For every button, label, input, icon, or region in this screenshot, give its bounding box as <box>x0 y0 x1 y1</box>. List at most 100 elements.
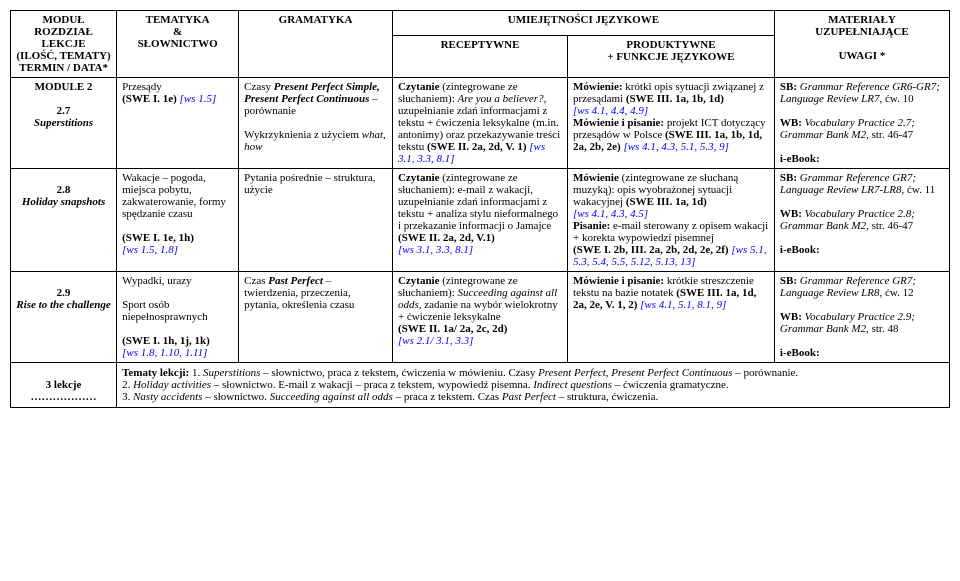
r2-module: 2.8 Holiday snapshots <box>11 169 117 272</box>
r3-g1: Czas <box>244 275 268 287</box>
header-produktywne: PRODUKTYWNE + FUNKCJE JĘZYKOWE <box>568 36 775 78</box>
r2-r1c: (SWE II. 2a, 2d, V.1) <box>398 232 495 244</box>
r2-mat1c: , ćw. 11 <box>902 184 936 196</box>
r3-m2: Rise to the challenge <box>16 299 110 311</box>
h1-l1: MODUŁ <box>42 14 84 26</box>
l-t2c: – słownictwo. E-mail z wakacji – praca z… <box>211 379 533 391</box>
r3-p1a: Mówienie i pisanie: <box>573 275 664 287</box>
r1-r1c: Are you a believer? <box>458 93 544 105</box>
r1-produktywne: Mówienie: krótki opis sytuacji związanej… <box>568 78 775 169</box>
r1-t1: Przesądy <box>122 81 162 93</box>
r1-m3: Superstitions <box>34 117 93 129</box>
r1-r1e: (SWE II. 2a, 2d, V. 1) <box>427 141 529 153</box>
l-t3d: Succeeding against all odds <box>270 391 393 403</box>
r1-module: MODULE 2 2.7 Superstitions <box>11 78 117 169</box>
r1-p1d: [ws 4.1, 4.4, 4.9] <box>573 105 648 117</box>
h6-l1: MATERIAŁY <box>828 14 896 26</box>
r3-r1e: (SWE II. 1a/ 2a, 2c, 2d) <box>398 323 507 335</box>
row-lessons: 3 lekcje ……………… Tematy lekcji: 1. Supers… <box>11 363 950 408</box>
r2-gramatyka: Pytania pośrednie – struktura, użycie <box>239 169 393 272</box>
r1-g1: Czasy <box>244 81 274 93</box>
r2-p1a: Mówienie <box>573 172 619 184</box>
r2-m1: 2.8 <box>57 184 71 196</box>
lessons-topics: Tematy lekcji: 1. Superstitions – słowni… <box>117 363 950 408</box>
l-t2e: – ćwiczenia gramatyczne. <box>612 379 729 391</box>
l-t3c: – słownictwo. <box>202 391 269 403</box>
header-module: MODUŁ ROZDZIAŁ LEKCJE (ILOŚĆ, TEMATY) TE… <box>11 11 117 78</box>
curriculum-table: MODUŁ ROZDZIAŁ LEKCJE (ILOŚĆ, TEMATY) TE… <box>10 10 950 408</box>
r1-gramatyka: Czasy Present Perfect Simple, Present Pe… <box>239 78 393 169</box>
r3-materialy: SB: Grammar Reference GR7; Language Revi… <box>774 272 949 363</box>
r1-p2d: [ws 4.1, 4.3, 5.1, 5.3, 9] <box>623 141 728 153</box>
r2-t1: Wakacje – pogoda, miejsca pobytu, zakwat… <box>122 172 226 220</box>
r3-t3a: (SWE I. 1h, 1j, 1k) <box>122 335 210 347</box>
r1-mat1b: Grammar Reference GR6-GR7; Language Revi… <box>780 81 940 105</box>
r1-tematyka: Przesądy (SWE I. 1e) [ws 1.5] <box>117 78 239 169</box>
l-t1b: Superstitions <box>203 367 260 379</box>
r1-receptywne: Czytanie (zintegrowane ze słuchaniem): A… <box>392 78 567 169</box>
h2-l3: SŁOWNICTWO <box>138 38 218 50</box>
lessons-count: 3 lekcje ……………… <box>11 363 117 408</box>
r3-r1f: [ws 2.1/ 3.1, 3.3] <box>398 335 474 347</box>
r1-mat2a: WB: <box>780 117 802 129</box>
l-l2: ……………… <box>31 391 97 403</box>
r3-receptywne: Czytanie (zintegrowane ze słuchaniem): S… <box>392 272 567 363</box>
header-receptywne: RECEPTYWNE <box>392 36 567 78</box>
r2-m2: Holiday snapshots <box>22 196 105 208</box>
l-t3e: – praca z tekstem. Czas <box>393 391 502 403</box>
r1-p2a: Mówienie i pisanie: <box>573 117 664 129</box>
r3-r1a: Czytanie <box>398 275 440 287</box>
h5-l2: + FUNKCJE JĘZYKOWE <box>607 51 734 63</box>
r2-r1d: [ws 3.1, 3.3, 8.1] <box>398 244 473 256</box>
r2-r1a: Czytanie <box>398 172 440 184</box>
header-gramatyka: GRAMATYKA <box>239 11 393 78</box>
r3-mat3: i-eBook: <box>780 347 820 359</box>
l-l1: 3 lekcje <box>46 379 82 391</box>
l-t1d: Present Perfect, Present Perfect Continu… <box>538 367 732 379</box>
r1-p1c: (SWE III. 1a, 1b, 1d) <box>626 93 724 105</box>
r1-g2: Wykrzyknienia z użyciem <box>244 129 362 141</box>
r2-tematyka: Wakacje – pogoda, miejsca pobytu, zakwat… <box>117 169 239 272</box>
l-t1e: – porównanie. <box>732 367 798 379</box>
r2-produktywne: Mówienie (zintegrowane ze słuchaną muzyk… <box>568 169 775 272</box>
r3-mat2c: , str. 48 <box>866 323 898 335</box>
h4: RECEPTYWNE <box>441 39 520 51</box>
r1-m2: 2.7 <box>57 105 71 117</box>
r1-mat2c: , str. 46-47 <box>866 129 913 141</box>
header-materialy: MATERIAŁY UZUPEŁNIAJĄCE UWAGI * <box>774 11 949 78</box>
h1-l2: ROZDZIAŁ <box>34 26 93 38</box>
r2-mat1b: Grammar Reference GR7; Language Review L… <box>780 172 916 196</box>
r1-t2a: (SWE I. 1e) <box>122 93 179 105</box>
r3-gramatyka: Czas Past Perfect – twierdzenia, przecze… <box>239 272 393 363</box>
r3-m1: 2.9 <box>57 287 71 299</box>
r2-mat1a: SB: <box>780 172 797 184</box>
r3-r1d: , zadanie na wybór wielokrotny + ćwiczen… <box>398 299 558 323</box>
r1-p1a: Mówienie: <box>573 81 622 93</box>
r1-mat1c: , ćw. 10 <box>880 93 914 105</box>
l-t1c: – słownictwo, praca z tekstem, ćwiczenia… <box>260 367 538 379</box>
r2-materialy: SB: Grammar Reference GR7; Language Revi… <box>774 169 949 272</box>
r3-mat1a: SB: <box>780 275 797 287</box>
r2-receptywne: Czytanie (zintegrowane ze słuchaniem): e… <box>392 169 567 272</box>
r2-p1c: (SWE III. 1a, 1d) <box>626 196 707 208</box>
r1-t2b: [ws 1.5] <box>180 93 217 105</box>
r3-module: 2.9 Rise to the challenge <box>11 272 117 363</box>
l-t2b: Holiday activities <box>133 379 211 391</box>
header-row-1: MODUŁ ROZDZIAŁ LEKCJE (ILOŚĆ, TEMATY) TE… <box>11 11 950 36</box>
h5-l1: PRODUKTYWNE <box>626 39 715 51</box>
l-t3g: – struktura, ćwiczenia. <box>556 391 658 403</box>
r3-g1b: Past Perfect <box>268 275 323 287</box>
r1-r1a: Czytanie <box>398 81 440 93</box>
r3-t2: Sport osób niepełnosprawnych <box>122 299 208 323</box>
h45: UMIEJĘTNOŚCI JĘZYKOWE <box>508 14 659 26</box>
r2-mat2c: , str. 46-47 <box>866 220 913 232</box>
h3: GRAMATYKA <box>279 14 353 26</box>
h6-l2: UZUPEŁNIAJĄCE <box>815 26 909 38</box>
r3-t3b: [ws 1.8, 1.10, 1.11] <box>122 347 207 359</box>
h6-l3: UWAGI * <box>839 50 886 62</box>
r2-p2a: Pisanie: <box>573 220 610 232</box>
r3-produktywne: Mówienie i pisanie: krótkie streszczenie… <box>568 272 775 363</box>
r3-mat1c: , ćw. 12 <box>880 287 914 299</box>
l-t2a: 2. <box>122 379 133 391</box>
r1-m1: MODULE 2 <box>35 81 93 93</box>
